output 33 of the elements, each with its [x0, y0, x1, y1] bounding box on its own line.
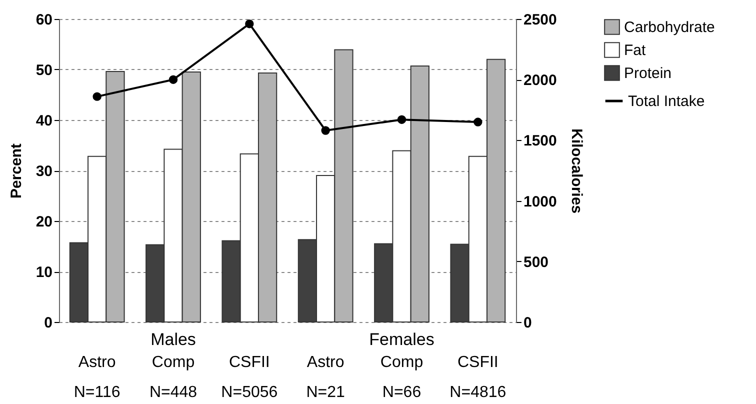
y-tick-label: 10 — [36, 264, 52, 281]
x-tick-label: CSFII N=4816 — [450, 354, 506, 401]
x-tick-label: Comp N=448 — [149, 354, 198, 401]
y-tick-label: 60 — [36, 12, 52, 28]
x-tick-label: Comp N=66 — [380, 354, 424, 401]
point — [92, 92, 102, 101]
legend-label: Fat — [624, 42, 647, 59]
point — [321, 126, 330, 135]
point — [168, 75, 178, 84]
x-tick-label: CSFII N=5056 — [221, 354, 278, 401]
y2-tick-label: 1500 — [524, 132, 557, 150]
point — [474, 118, 482, 126]
x-tick-label: Astro N=116 — [74, 354, 120, 401]
y2-tick-label: 2500 — [524, 12, 557, 28]
y-axis-title: Percent — [8, 143, 25, 199]
y2-tick-label: 2000 — [524, 72, 557, 90]
y2-axis-title: Kilocalories — [568, 128, 585, 214]
x-tick-label: Astro N=21 — [306, 354, 346, 401]
y-tick-label: 40 — [36, 112, 52, 130]
y2-tick-label: 0 — [524, 314, 532, 332]
y2-tick-label: 500 — [524, 254, 549, 271]
text: Males — [150, 330, 196, 349]
y-tick-label: 30 — [36, 163, 52, 180]
y2-tick-label: 1000 — [524, 193, 557, 210]
point — [245, 20, 254, 28]
y-tick-label: 50 — [36, 62, 52, 79]
y-tick-label: 0 — [44, 314, 52, 332]
y-tick-label: 20 — [36, 214, 52, 230]
legend-label: Carbohydrate — [624, 19, 715, 36]
legend-label: Total Intake — [628, 93, 705, 110]
legend-label: Protein — [624, 65, 672, 82]
point — [397, 115, 406, 124]
text: Females — [369, 330, 434, 349]
